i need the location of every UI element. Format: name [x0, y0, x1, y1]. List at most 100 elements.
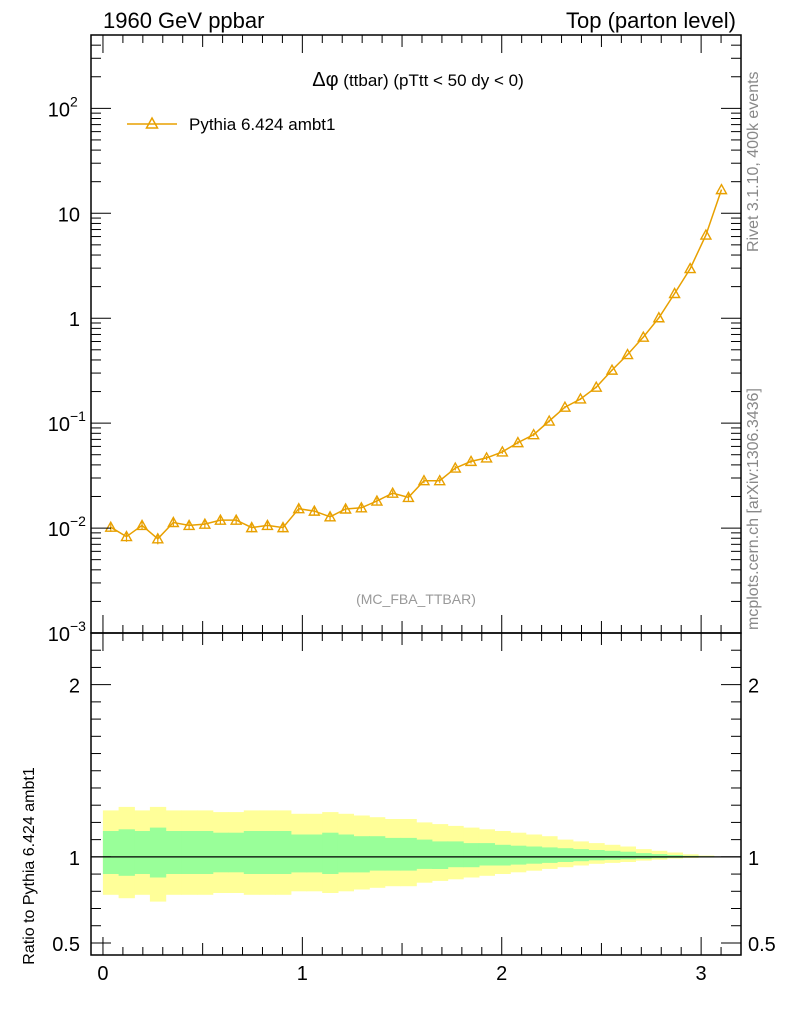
band-inner-bin	[165, 831, 182, 874]
data-point	[167, 516, 180, 528]
band-inner-bin	[149, 827, 167, 878]
y-tick-label-exponent: −3	[70, 618, 86, 634]
data-point	[323, 510, 337, 522]
data-point	[182, 518, 196, 531]
data-point	[527, 428, 540, 440]
ratio-y-tick-label: 0.5	[52, 934, 80, 956]
series-line	[110, 189, 723, 540]
y-tick-label-exponent: −2	[70, 513, 86, 529]
ratio-y-tick-label-right: 0.5	[748, 934, 776, 956]
analysis-watermark: (MC_FBA_TTBAR)	[356, 591, 476, 607]
data-point	[543, 414, 556, 426]
data-point	[104, 520, 117, 532]
x-tick-label: 0	[97, 963, 108, 985]
data-point	[151, 532, 164, 544]
ratio-y-tick-label-right: 1	[748, 848, 759, 870]
x-tick-label: 1	[297, 963, 308, 985]
band-inner-bin	[353, 836, 370, 873]
data-point	[245, 521, 258, 533]
x-tick-label: 3	[696, 963, 707, 985]
side-label-rivet: Rivet 3.1.10, 400k events	[745, 71, 762, 252]
data-point	[480, 451, 493, 463]
band-inner-bin	[134, 831, 151, 874]
band-inner-bin	[118, 829, 135, 876]
ratio-y-tick-label: 1	[69, 848, 80, 870]
band-inner-bin	[525, 846, 543, 864]
data-point	[386, 486, 399, 498]
band-inner-bin	[588, 850, 605, 861]
y-tick-label-exponent: 2	[70, 93, 78, 109]
data-point	[417, 474, 431, 486]
data-point	[511, 436, 525, 448]
data-point	[652, 311, 666, 323]
x-tick-label: 2	[496, 963, 507, 985]
data-point	[308, 504, 321, 516]
y-tick-label: 10	[58, 204, 80, 226]
data-point	[558, 400, 572, 412]
y-tick-label: 10	[48, 99, 70, 121]
band-inner-bin	[651, 854, 668, 859]
main-series-layer	[104, 183, 728, 545]
band-inner-bin	[259, 831, 276, 874]
data-point	[433, 474, 446, 486]
legend-label: Pythia 6.424 ambt1	[189, 115, 335, 134]
band-inner-bin	[619, 851, 636, 860]
data-point	[699, 228, 713, 240]
band-inner-bin	[447, 841, 464, 868]
band-inner-bin	[212, 832, 229, 873]
data-point	[464, 454, 478, 467]
band-inner-bin	[290, 834, 308, 873]
band-inner-bin	[604, 850, 621, 860]
band-inner-bin	[369, 836, 386, 871]
data-point	[135, 518, 149, 531]
header-right: Top (parton level)	[566, 8, 736, 33]
data-point	[355, 501, 368, 513]
ratio-y-tick-label: 2	[69, 676, 80, 698]
y-tick-label-exponent: −1	[70, 408, 86, 424]
ratio-bands-layer	[91, 806, 741, 902]
y-tick-label: 10	[48, 624, 70, 646]
band-inner-bin	[322, 832, 339, 874]
band-inner-bin	[431, 841, 449, 869]
data-point	[229, 513, 243, 525]
band-inner-bin	[228, 832, 245, 873]
legend: Pythia 6.424 ambt1	[127, 115, 335, 134]
plot-title: Δφ (ttbar) (pTtt < 50 dy < 0)	[312, 69, 524, 91]
band-inner-bin	[416, 839, 433, 869]
band-inner-bin	[337, 834, 354, 873]
y-tick-label: 10	[48, 414, 70, 436]
ratio-frame	[90, 632, 742, 956]
band-inner-bin	[197, 831, 214, 874]
data-point	[292, 502, 305, 514]
band-inner-bin	[494, 844, 511, 866]
band-inner-bin	[478, 843, 495, 866]
side-label-mcplots: mcplots.cern.ch [arXiv:1306.3436]	[745, 388, 762, 630]
data-point	[370, 494, 384, 506]
band-inner-bin	[557, 848, 574, 862]
header-left: 1960 GeV ppbar	[103, 8, 265, 33]
y-tick-label: 1	[69, 309, 80, 331]
data-point	[496, 445, 509, 457]
band-inner-bin	[275, 831, 292, 874]
data-point	[261, 518, 274, 531]
data-point	[449, 461, 462, 473]
data-point	[574, 392, 587, 404]
ratio-axes: 0.5 0.5 1 1 2 2 0 1 2 3	[52, 632, 776, 985]
data-point	[214, 513, 227, 525]
band-inner-bin	[306, 834, 323, 873]
band-inner-bin	[510, 845, 527, 865]
ratio-y-tick-label-right: 2	[748, 676, 759, 698]
title-text: (ttbar) (pTtt < 50 dy < 0)	[339, 71, 524, 90]
data-point	[590, 380, 603, 392]
data-point	[605, 363, 619, 375]
ratio-y-axis-label: Ratio to Pythia 6.424 ambt1	[21, 767, 38, 965]
band-inner-bin	[635, 853, 652, 859]
legend-marker	[145, 116, 159, 129]
data-point	[715, 183, 728, 195]
band-inner-bin	[243, 831, 261, 874]
band-inner-bin	[572, 849, 589, 862]
data-point	[198, 517, 212, 529]
data-point	[120, 530, 133, 542]
